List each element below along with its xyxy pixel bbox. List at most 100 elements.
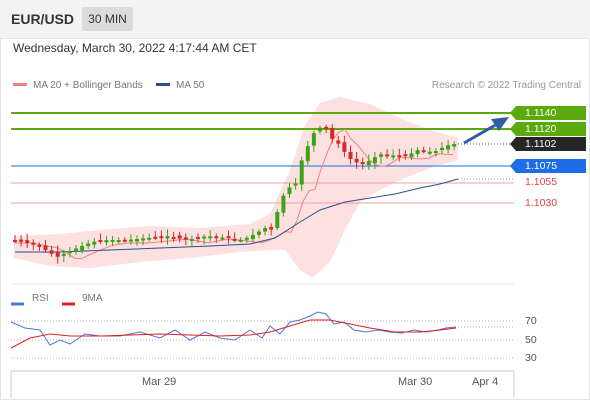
- candle: [43, 240, 48, 253]
- candle: [318, 125, 322, 135]
- candle: [269, 223, 274, 236]
- candle: [433, 148, 438, 157]
- rsi-axis-70: 70: [525, 315, 537, 327]
- candle-body: [440, 147, 444, 151]
- copyright-text: Research © 2022 Trading Central: [431, 80, 581, 91]
- bollinger-fill: [14, 97, 458, 278]
- candle-body: [49, 250, 54, 254]
- candle: [104, 235, 109, 246]
- candle-body: [171, 237, 176, 240]
- candle-body: [25, 240, 30, 244]
- candle: [403, 150, 408, 160]
- timeframe-button[interactable]: 30 MIN: [82, 7, 133, 31]
- rsi-axis-30: 30: [525, 352, 537, 364]
- candle-body: [257, 231, 261, 235]
- candle: [293, 177, 298, 190]
- candle: [452, 141, 457, 151]
- candle-body: [159, 236, 164, 239]
- instrument-name: EUR/USD: [11, 11, 75, 27]
- candle-body: [287, 187, 292, 195]
- candle: [135, 235, 139, 246]
- candle: [19, 235, 24, 247]
- candle: [336, 135, 341, 148]
- candle-body: [403, 154, 408, 157]
- bollinger-bands: [14, 97, 458, 278]
- candle: [360, 157, 365, 170]
- candle: [214, 233, 219, 243]
- resistance-1-label: 1.1120: [510, 122, 586, 136]
- candle: [257, 229, 261, 239]
- legend-ma20: MA 20 + Bollinger Bands: [13, 80, 143, 91]
- candle-body: [342, 142, 347, 152]
- candle-body: [391, 155, 396, 158]
- arrow-shaft: [463, 121, 500, 145]
- candle-body: [311, 133, 316, 146]
- candle: [232, 232, 237, 243]
- candle-body: [281, 195, 286, 213]
- candle: [379, 151, 383, 164]
- candle: [244, 235, 249, 243]
- candle: [324, 124, 329, 134]
- candle: [330, 124, 335, 144]
- rsi-axis-50: 50: [525, 334, 537, 346]
- candle: [372, 151, 377, 170]
- trend-arrow: [463, 117, 509, 145]
- candle-body: [415, 150, 420, 155]
- level-lines: [11, 112, 514, 204]
- candle-body: [43, 245, 48, 251]
- candle-body: [244, 237, 249, 240]
- candle: [287, 182, 292, 199]
- candle-body: [19, 239, 24, 242]
- candle-body: [263, 228, 268, 232]
- candle-body: [189, 239, 194, 242]
- candle: [446, 140, 451, 154]
- candle-body: [299, 160, 304, 185]
- candle: [391, 149, 396, 161]
- candle: [67, 247, 72, 258]
- candle: [98, 233, 103, 245]
- candle-body: [330, 127, 335, 139]
- candle: [25, 233, 30, 248]
- arrow-head-icon: [491, 117, 509, 131]
- candle: [86, 239, 91, 249]
- candle-body: [74, 248, 78, 252]
- candle: [348, 145, 353, 165]
- candle: [250, 228, 255, 242]
- candle-body: [183, 237, 188, 240]
- chart-timestamp: Wednesday, March 30, 2022 4:17:44 AM CET: [13, 41, 257, 55]
- candle: [226, 230, 231, 244]
- candle-body: [366, 161, 371, 166]
- candle-body: [421, 150, 426, 153]
- candle-body: [165, 236, 170, 239]
- candle-body: [196, 237, 200, 240]
- candle-body: [61, 253, 66, 256]
- ma50-swatch: [156, 82, 170, 86]
- rsi-legend-label: RSI: [32, 293, 49, 304]
- candle: [55, 245, 60, 264]
- ma50-label: MA 50: [176, 80, 205, 91]
- candle-body: [318, 127, 322, 132]
- candle-body: [409, 153, 414, 158]
- candle-body: [214, 236, 219, 239]
- candle-body: [153, 236, 158, 239]
- candle: [238, 236, 243, 243]
- candle-body: [98, 240, 103, 243]
- candle: [202, 234, 207, 245]
- candle: [281, 193, 286, 217]
- candle: [110, 235, 115, 247]
- current-price-label: 1.1102: [510, 137, 586, 151]
- candle: [196, 233, 200, 243]
- candle-body: [250, 234, 255, 240]
- candle-body: [379, 154, 383, 157]
- candle: [183, 233, 188, 246]
- rsi-panel: [10, 302, 514, 359]
- candle: [13, 235, 17, 244]
- candle-body: [135, 239, 139, 242]
- candle-body: [147, 237, 152, 240]
- candle: [299, 156, 304, 192]
- candle: [397, 148, 402, 162]
- candle: [31, 239, 36, 251]
- candle: [354, 151, 359, 169]
- rsi-line: [10, 311, 457, 346]
- candle: [275, 209, 280, 231]
